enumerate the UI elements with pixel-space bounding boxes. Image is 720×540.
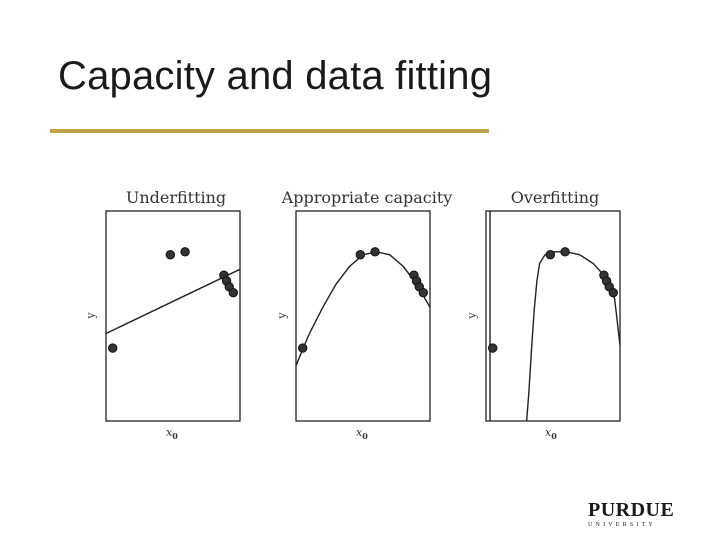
data-point-underfitting-6 — [228, 287, 239, 298]
xlabel-overfitting-text: x — [545, 426, 552, 439]
data-point-appropriate-1 — [355, 250, 366, 260]
panel-title-overfitting: Overfitting — [510, 188, 600, 207]
data-point-underfitting-2 — [180, 247, 190, 257]
data-point-underfitting-0 — [108, 343, 118, 353]
title-rule — [50, 129, 489, 133]
xlabel-overfitting: x0 — [545, 426, 557, 441]
panel-title-appropriate: Appropriate capacity — [281, 188, 453, 207]
fit-curve-underfitting — [106, 268, 240, 335]
logo-name: PURDUE — [588, 499, 675, 521]
xlabel-underfitting-sub: 0 — [172, 431, 178, 442]
xlabel-appropriate-sub: 0 — [362, 431, 368, 442]
plot-frame-overfitting — [485, 210, 621, 422]
plot-frame-appropriate — [295, 210, 431, 422]
xlabel-underfitting: x0 — [166, 426, 178, 441]
logo-sub: UNIVERSITY — [588, 522, 656, 528]
data-point-overfitting-1 — [545, 250, 556, 260]
xlabel-underfitting-text: x — [166, 426, 173, 439]
data-point-appropriate-6 — [418, 287, 428, 298]
slide-title: Capacity and data fitting — [58, 54, 493, 98]
xlabel-overfitting-sub: 0 — [551, 431, 557, 442]
purdue-logo: PURDUE UNIVERSITY — [588, 499, 675, 528]
data-point-appropriate-2 — [370, 247, 380, 257]
plot-frame-underfitting — [105, 210, 241, 422]
xlabel-appropriate: x0 — [356, 426, 368, 441]
data-point-overfitting-0 — [488, 343, 498, 353]
data-point-overfitting-2 — [560, 247, 570, 257]
panel-title-underfitting: Underfitting — [125, 188, 227, 207]
fit-curve-appropriate — [296, 251, 430, 366]
data-point-appropriate-0 — [298, 343, 308, 353]
xlabel-appropriate-text: x — [356, 426, 363, 439]
data-point-underfitting-1 — [165, 250, 176, 260]
data-point-overfitting-6 — [608, 287, 618, 298]
